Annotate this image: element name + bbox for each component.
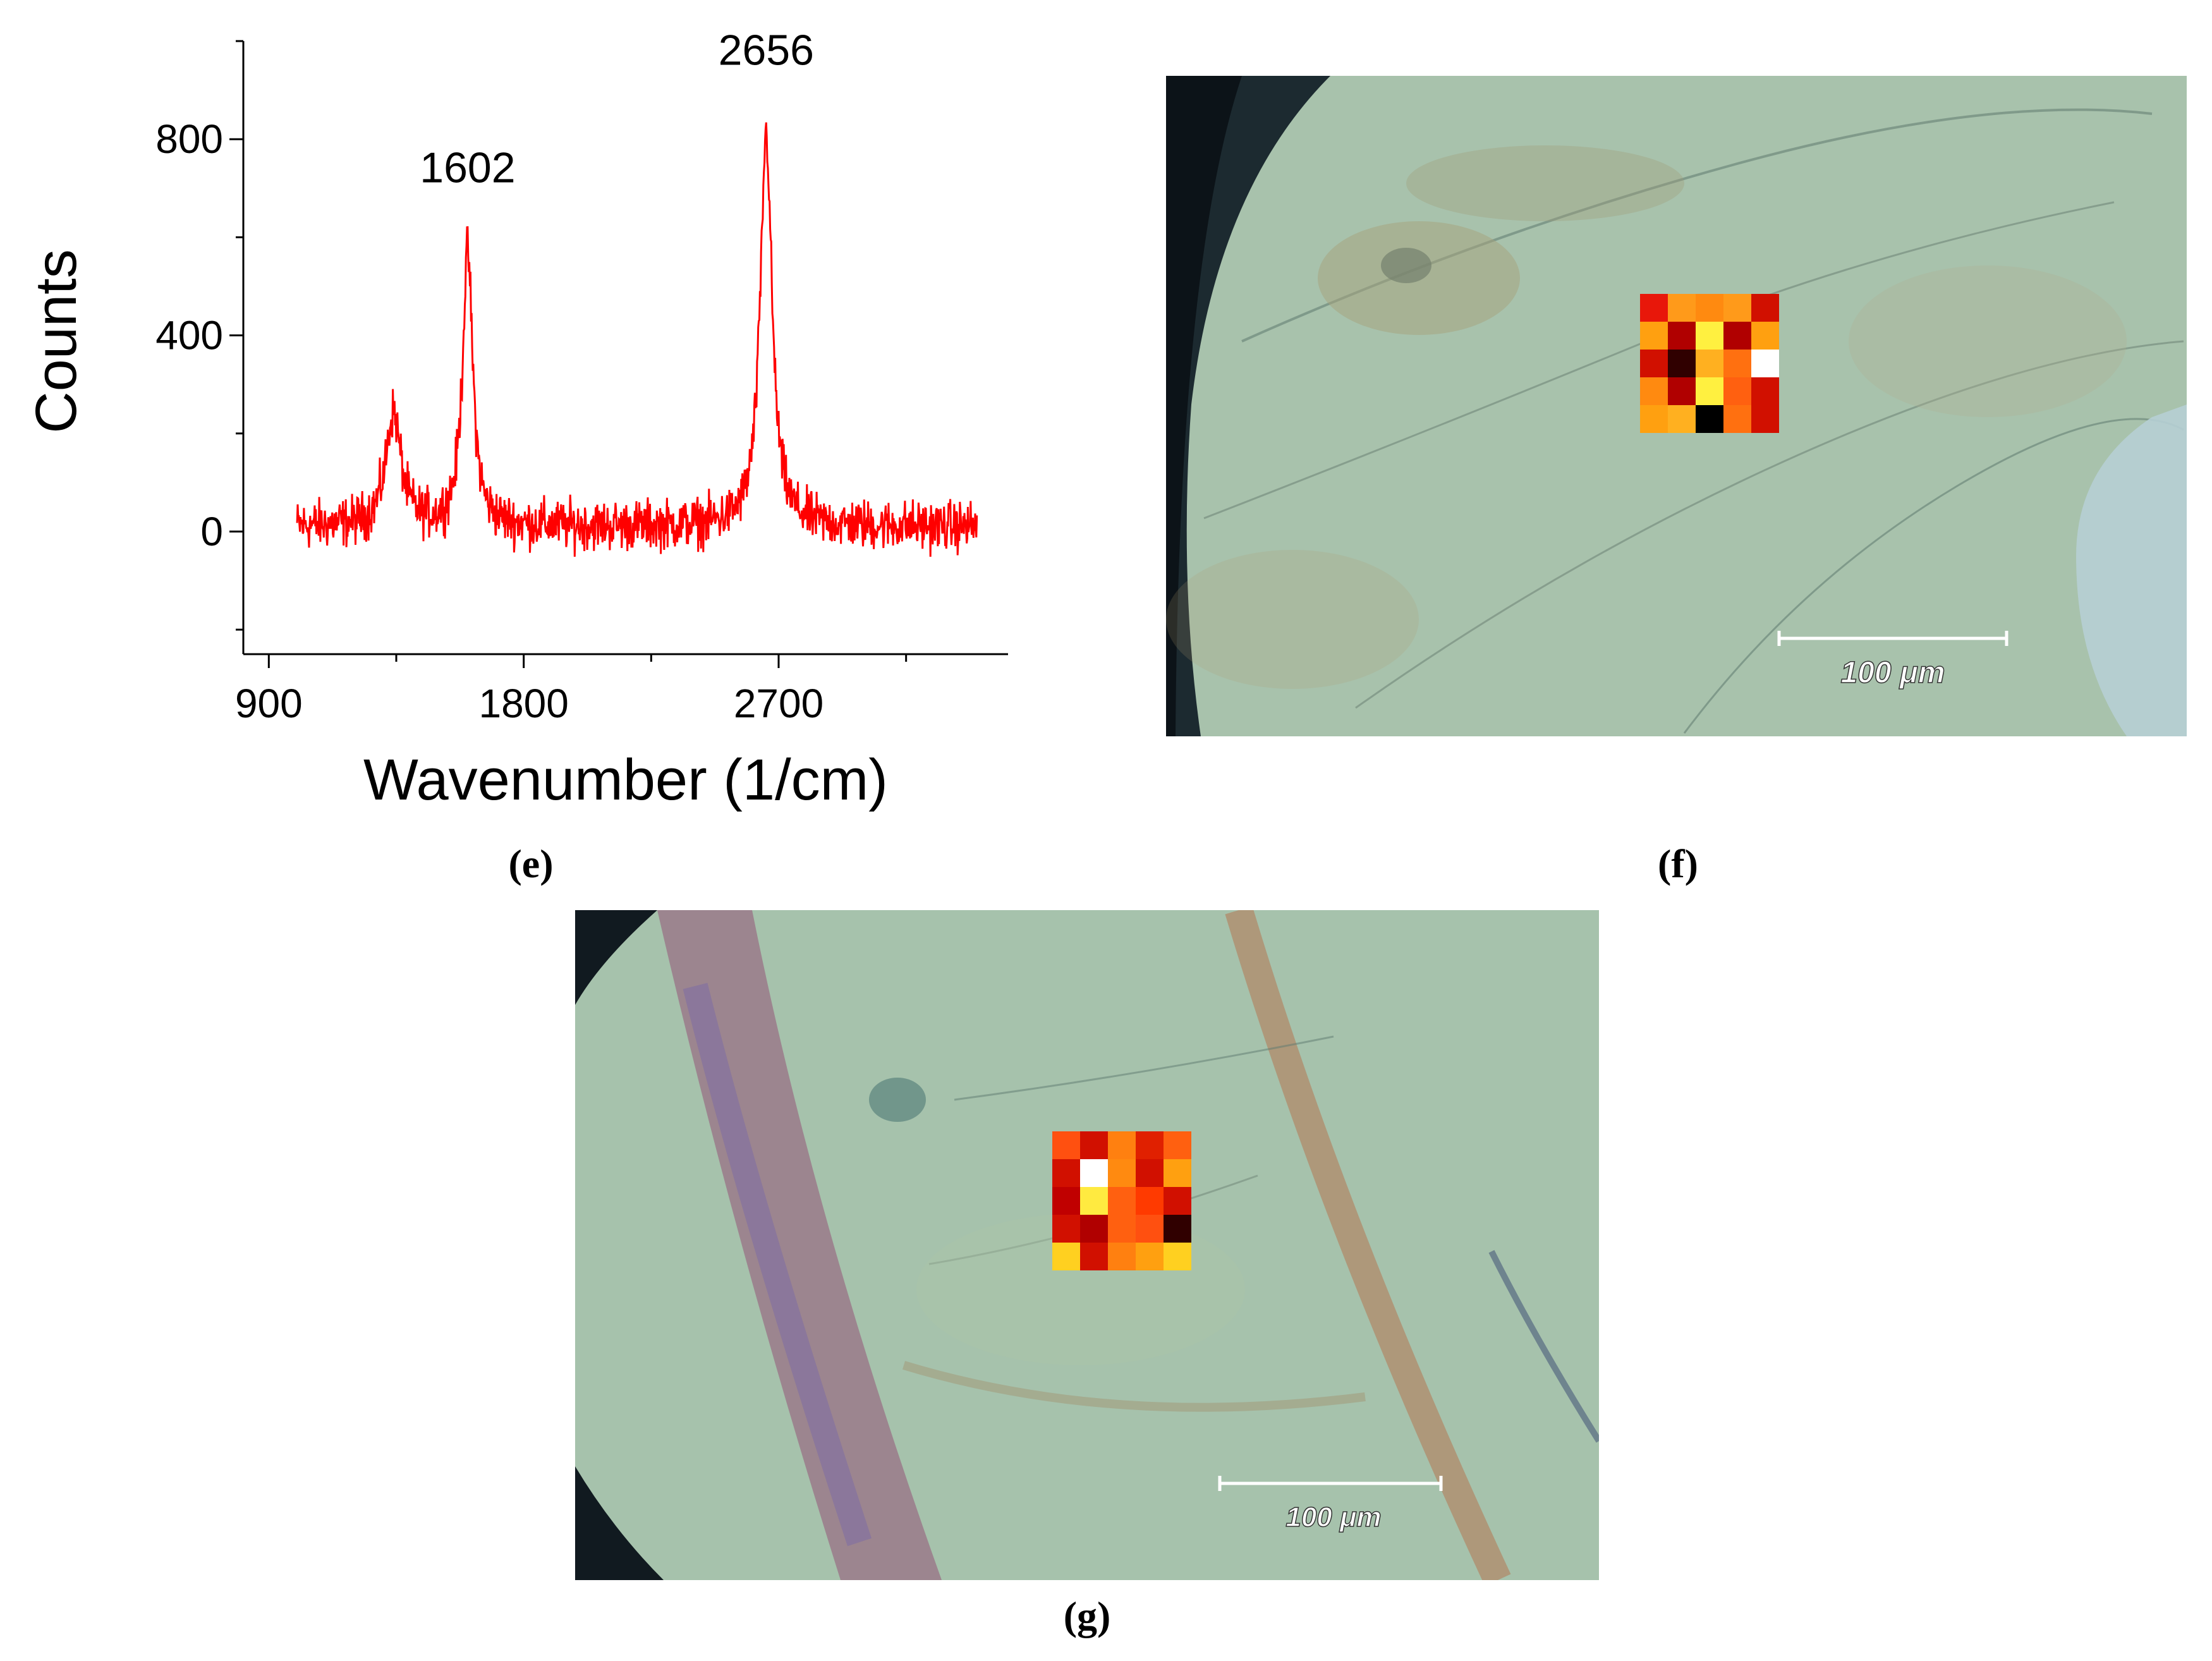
caption-g: (g) bbox=[1063, 1593, 1111, 1638]
micrograph-f: 100 μm bbox=[1166, 76, 2187, 736]
heatmap-cell bbox=[1696, 322, 1723, 350]
heatmap-cell bbox=[1696, 294, 1723, 322]
heatmap-cell bbox=[1108, 1159, 1136, 1187]
raman-spectrum-chart: 0 400 800 900 1800 2700 1602 2656 Wavenumber (… bbox=[24, 26, 1008, 812]
heatmap-cell bbox=[1080, 1159, 1108, 1187]
heatmap-cell bbox=[1052, 1243, 1080, 1270]
heatmap-cell bbox=[1052, 1187, 1080, 1215]
heatmap-cell bbox=[1108, 1131, 1136, 1159]
heatmap-cell bbox=[1052, 1131, 1080, 1159]
y-tick-label: 800 bbox=[155, 116, 223, 162]
heatmap-cell bbox=[1080, 1131, 1108, 1159]
heatmap-cell bbox=[1723, 405, 1751, 433]
scale-bar-label-f: 100 μm bbox=[1840, 656, 1945, 690]
heatmap-cell bbox=[1164, 1215, 1191, 1243]
grain-texture bbox=[1166, 108, 2184, 734]
heatmap-cell bbox=[1080, 1187, 1108, 1215]
y-tick-label: 400 bbox=[155, 313, 223, 358]
heatmap-cell bbox=[1164, 1159, 1191, 1187]
heatmap-cell bbox=[1640, 405, 1668, 433]
dark-vignette bbox=[1166, 76, 1330, 736]
heatmap-cell bbox=[1136, 1159, 1164, 1187]
heatmap-cell bbox=[1668, 322, 1696, 350]
heatmap-cell bbox=[1640, 294, 1668, 322]
heatmap-cell bbox=[1640, 322, 1668, 350]
micrograph-g: 100 μm bbox=[575, 910, 1599, 1580]
heatmap-cell bbox=[1668, 377, 1696, 405]
x-tick-label: 900 bbox=[235, 681, 303, 726]
heatmap-cell bbox=[1164, 1187, 1191, 1215]
scale-bar-label-g: 100 μm bbox=[1285, 1502, 1381, 1533]
heatmap-cell bbox=[1136, 1131, 1164, 1159]
y-axis-label: Counts bbox=[24, 249, 88, 434]
fiber-far-right bbox=[1488, 1250, 1599, 1443]
heatmap-cell bbox=[1052, 1159, 1080, 1187]
heatmap-cell bbox=[1164, 1243, 1191, 1270]
raman-map-g bbox=[1052, 1131, 1191, 1270]
heatmap-cell bbox=[1668, 350, 1696, 377]
heatmap-cell bbox=[1751, 350, 1779, 377]
heatmap-cell bbox=[1723, 350, 1751, 377]
peak-label: 1602 bbox=[420, 144, 515, 192]
y-tick-label: 0 bbox=[200, 509, 223, 554]
scale-bar-g: 100 μm bbox=[1218, 1476, 1443, 1533]
heatmap-cell bbox=[1164, 1131, 1191, 1159]
heatmap-cell bbox=[1751, 405, 1779, 433]
heatmap-cell bbox=[1668, 405, 1696, 433]
x-axis-label: Wavenumber (1/cm) bbox=[363, 748, 888, 812]
lighter-grain-region bbox=[2076, 405, 2187, 736]
dark-vignette bbox=[575, 910, 664, 1580]
peak-labels: 1602 2656 bbox=[420, 26, 814, 192]
heatmap-cell bbox=[1108, 1243, 1136, 1270]
heatmap-cell bbox=[1723, 294, 1751, 322]
fiber-left-highlight bbox=[683, 983, 872, 1547]
heatmap-cell bbox=[1108, 1187, 1136, 1215]
heatmap-cell bbox=[1640, 350, 1668, 377]
caption-e: (e) bbox=[508, 841, 554, 886]
raman-map-f bbox=[1640, 294, 1779, 433]
scale-bar-f: 100 μm bbox=[1777, 631, 2008, 690]
heatmap-cell bbox=[1640, 377, 1668, 405]
heatmap-cell bbox=[1696, 377, 1723, 405]
heatmap-cell bbox=[1080, 1243, 1108, 1270]
heatmap-cell bbox=[1080, 1215, 1108, 1243]
x-tick-label: 2700 bbox=[734, 681, 823, 726]
chart-axes: 0 400 800 900 1800 2700 bbox=[155, 40, 1008, 726]
heatmap-cell bbox=[1052, 1215, 1080, 1243]
heatmap-cell bbox=[1696, 405, 1723, 433]
raman-spectrum-panel: 0 400 800 900 1800 2700 1602 2656 Wavenumber (… bbox=[0, 0, 1074, 847]
heatmap-cell bbox=[1136, 1187, 1164, 1215]
heatmap-cell bbox=[1668, 294, 1696, 322]
heatmap-cell bbox=[1751, 322, 1779, 350]
heatmap-cell bbox=[1136, 1215, 1164, 1243]
fiber-right bbox=[1225, 910, 1511, 1580]
heatmap-cell bbox=[1696, 350, 1723, 377]
heatmap-cell bbox=[1108, 1215, 1136, 1243]
heatmap-cell bbox=[1723, 377, 1751, 405]
heatmap-cell bbox=[1136, 1243, 1164, 1270]
x-tick-label: 1800 bbox=[478, 681, 568, 726]
caption-f: (f) bbox=[1658, 841, 1698, 886]
heatmap-cell bbox=[1751, 377, 1779, 405]
spectrum-line bbox=[296, 122, 978, 557]
spectrum-series bbox=[296, 122, 978, 557]
heatmap-cell bbox=[1723, 322, 1751, 350]
heatmap-cell bbox=[1751, 294, 1779, 322]
peak-label: 2656 bbox=[719, 26, 814, 74]
